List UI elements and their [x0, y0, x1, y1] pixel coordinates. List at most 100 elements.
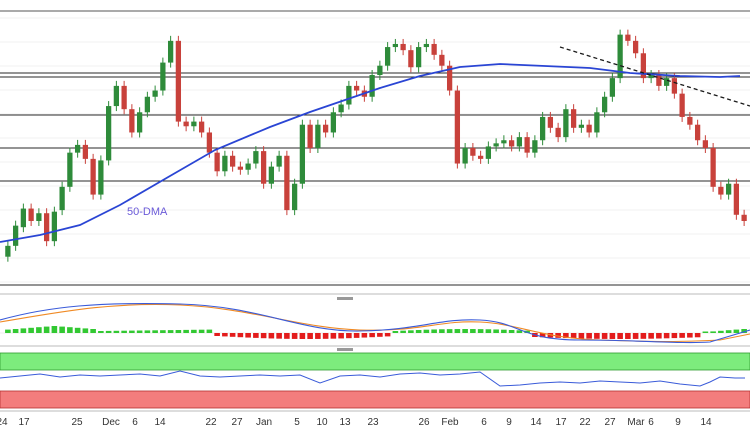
candle-body: [98, 160, 104, 195]
macd-hist-bar: [485, 329, 492, 333]
macd-hist-bar: [446, 329, 453, 333]
macd-hist-bar: [578, 333, 585, 339]
candle-body: [268, 166, 275, 184]
candle-body: [12, 225, 19, 246]
macd-hist-bar: [59, 326, 65, 333]
candle-body: [28, 208, 34, 221]
rsi-resize-handle: [337, 348, 353, 351]
macd-hist-bar: [632, 333, 639, 339]
x-tick-label: Mar: [627, 417, 645, 428]
candle-body: [307, 124, 313, 148]
candle-body: [524, 137, 530, 153]
macd-hist-bar: [113, 330, 120, 333]
macd-hist-bar: [687, 333, 693, 338]
candle-body: [198, 121, 205, 133]
candle-body: [222, 155, 228, 172]
macd-hist-bar: [229, 333, 236, 337]
macd-hist-bar: [384, 333, 391, 337]
candle-body: [547, 116, 554, 128]
candle-body: [679, 93, 685, 117]
macd-hist-bar: [260, 333, 267, 339]
macd-hist-bar: [392, 331, 399, 333]
macd-hist-bar: [648, 333, 654, 339]
candle-body: [144, 96, 151, 113]
x-tick-label: 6: [481, 417, 487, 428]
sma50-label: 50-DMA: [127, 206, 168, 218]
macd-hist-bar: [43, 326, 50, 333]
macd-hist-bar: [400, 330, 406, 333]
candle-body: [276, 155, 282, 167]
macd-hist-bar: [718, 330, 724, 333]
macd-hist-bar: [222, 333, 228, 337]
macd-hist-bar: [656, 333, 662, 339]
macd-panel: [0, 302, 750, 344]
macd-hist-bar: [237, 333, 244, 338]
candle-body: [113, 85, 120, 107]
macd-hist-bar: [105, 330, 112, 333]
candle-body: [446, 65, 453, 91]
candle-body: [82, 144, 89, 159]
candle-body: [462, 148, 468, 164]
macd-hist-bar: [129, 330, 135, 333]
candle-body: [291, 183, 298, 211]
x-tick-label: 6: [648, 417, 654, 428]
macd-hist-bar: [268, 333, 275, 339]
candle-body: [229, 155, 236, 167]
candle-body: [330, 112, 337, 133]
candle-body: [152, 90, 158, 97]
candle-body: [353, 85, 360, 91]
macd-hist-bar: [501, 329, 507, 333]
macd-hist-bar: [679, 333, 685, 338]
candle-body: [183, 121, 189, 127]
candle-body: [384, 47, 391, 66]
x-tick-label: 24: [0, 417, 8, 428]
macd-hist-bar: [601, 333, 608, 339]
macd-hist-bar: [594, 333, 600, 339]
x-tick-label: 25: [71, 417, 83, 428]
candle-body: [392, 43, 399, 48]
macd-hist-bar: [74, 327, 81, 333]
macd-hist-bar: [439, 329, 445, 333]
candle-body: [377, 65, 383, 76]
macd-hist-bar: [152, 330, 158, 333]
macd-hist-bar: [694, 333, 701, 338]
x-tick-label: 14: [700, 417, 712, 428]
macd-hist-bar: [291, 333, 298, 339]
candle-body: [260, 151, 267, 184]
candle-body: [74, 144, 81, 153]
macd-hist-bar: [28, 327, 34, 333]
macd-hist-bar: [276, 333, 282, 339]
candle-body: [415, 47, 422, 68]
candle-body: [694, 124, 701, 141]
macd-hist-bar: [338, 333, 344, 339]
macd-hist-bar: [245, 333, 251, 338]
macd-hist-bar: [307, 333, 313, 339]
candle-body: [59, 186, 65, 211]
candle-body: [315, 124, 321, 148]
macd-hist-bar: [493, 329, 499, 333]
macd-hist-bar: [136, 330, 143, 333]
candle-body: [725, 183, 732, 195]
candle-body: [632, 40, 639, 54]
x-tick-label: 22: [579, 417, 591, 428]
macd-hist-bar: [640, 333, 647, 339]
candle-body: [493, 143, 499, 147]
macd-hist-bar: [539, 333, 546, 338]
macd-hist-bar: [82, 328, 89, 333]
candle-body: [214, 152, 220, 172]
candle-body: [136, 112, 143, 133]
candle-body: [338, 104, 344, 113]
x-tick-label: 5: [294, 417, 300, 428]
candle-body: [640, 53, 647, 79]
macd-hist-bar: [508, 330, 515, 333]
macd-hist-bar: [175, 330, 182, 333]
candle-body: [663, 78, 670, 86]
macd-hist-bar: [702, 331, 709, 333]
x-tick-label: 10: [316, 417, 328, 428]
macd-hist-bar: [741, 329, 747, 333]
macd-hist-bar: [671, 333, 678, 339]
candle-body: [408, 50, 414, 68]
macd-hist-bar: [570, 333, 577, 339]
